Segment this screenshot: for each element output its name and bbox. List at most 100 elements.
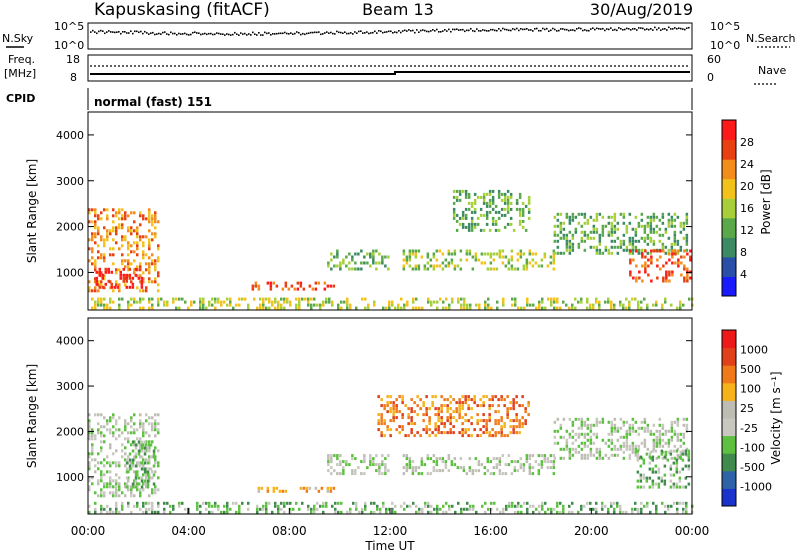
freq-label-line2: [MHz] (4, 67, 36, 80)
heatmap-cell (375, 463, 378, 467)
heatmap-cell (112, 262, 115, 266)
heatmap-cell (295, 303, 298, 307)
heatmap-cell (298, 507, 301, 511)
heatmap-cell (140, 449, 144, 453)
heatmap-cell (664, 453, 668, 457)
heatmap-cell (503, 207, 507, 211)
heatmap-cell (91, 306, 94, 310)
heatmap-cell (522, 267, 526, 271)
heatmap-cell (139, 211, 142, 215)
heatmap-cell (118, 286, 121, 290)
heatmap-cell (517, 501, 520, 505)
heatmap-cell (142, 422, 145, 426)
heatmap-cell (640, 510, 643, 514)
heatmap-cell (436, 507, 439, 511)
heatmap-cell (616, 251, 620, 255)
heatmap-cell (124, 235, 127, 239)
noise-point (686, 27, 688, 29)
heatmap-cell (571, 233, 575, 237)
heatmap-cell (151, 253, 154, 257)
heatmap-cell (386, 404, 389, 408)
heatmap-cell (226, 504, 229, 508)
heatmap-cell (401, 428, 404, 432)
heatmap-cell (682, 417, 686, 421)
heatmap-cell (458, 198, 462, 202)
heatmap-cell (415, 306, 418, 310)
heatmap-cell (380, 434, 383, 438)
heatmap-cell (97, 283, 100, 287)
heatmap-cell (91, 297, 94, 301)
heatmap-cell (610, 215, 614, 219)
heatmap-cell (619, 303, 622, 307)
heatmap-cell (134, 455, 138, 459)
heatmap-cell (516, 460, 520, 464)
noise-point (484, 29, 486, 32)
heatmap-cell (140, 285, 144, 289)
heatmap-cell (631, 510, 634, 514)
noise-point (368, 32, 370, 35)
noise-point (634, 28, 636, 30)
heatmap-cell (357, 252, 360, 256)
heatmap-cell (607, 507, 610, 511)
noise-point (348, 32, 350, 35)
colorbar-swatch (722, 198, 736, 219)
heatmap-cell (676, 435, 680, 439)
noise-point (150, 32, 152, 34)
heatmap-cell (441, 457, 445, 461)
heatmap-cell (562, 417, 566, 421)
heatmap-cell (641, 279, 644, 283)
noise-point (472, 30, 474, 32)
heatmap-cell (223, 510, 226, 514)
heatmap-cell (470, 204, 474, 208)
heatmap-cell (613, 501, 616, 505)
noise-point (126, 32, 128, 34)
heatmap-cell (589, 215, 593, 219)
heatmap-cell (658, 432, 662, 436)
heatmap-cell (447, 457, 451, 461)
heatmap-cell (447, 261, 451, 265)
heatmap-cell (562, 236, 566, 240)
noise-point (674, 27, 676, 29)
heatmap-cell (453, 249, 457, 253)
heatmap-cell (643, 420, 647, 424)
heatmap-cell (552, 261, 556, 265)
heatmap-cell (568, 218, 572, 222)
heatmap-cell (598, 236, 602, 240)
heatmap-cell (134, 473, 138, 477)
heatmap-cell (130, 443, 133, 447)
heatmap-cell (100, 434, 103, 438)
heatmap-cell (139, 464, 142, 468)
heatmap-cell (453, 252, 457, 256)
heatmap-cell (109, 476, 112, 480)
heatmap-cell (389, 407, 392, 411)
heatmap-cell (310, 297, 313, 301)
heatmap-cell (642, 476, 646, 480)
heatmap-cell (634, 233, 638, 237)
heatmap-cell (494, 410, 497, 414)
heatmap-cell (637, 306, 640, 310)
heatmap-cell (497, 410, 500, 414)
heatmap-cell (211, 510, 214, 514)
heatmap-cell (196, 501, 199, 505)
heatmap-cell (556, 218, 560, 222)
heatmap-cell (148, 434, 151, 438)
heatmap-cell (589, 438, 593, 442)
heatmap-cell (298, 303, 301, 307)
heatmap-cell (462, 466, 466, 470)
heatmap-cell (127, 303, 130, 307)
heatmap-cell (420, 457, 424, 461)
heatmap-cell (413, 434, 416, 438)
heatmap-cell (386, 395, 389, 399)
heatmap-cell (467, 407, 470, 411)
heatmap-cell (103, 491, 106, 495)
noise-point (568, 29, 570, 32)
noise-point (186, 33, 188, 36)
heatmap-cell (142, 464, 145, 468)
heatmap-cell (157, 510, 160, 514)
heatmap-cell (296, 281, 300, 285)
heatmap-cell (640, 420, 644, 424)
heatmap-cell (598, 303, 601, 307)
noise-point (124, 31, 126, 33)
heatmap-cell (598, 251, 602, 255)
heatmap-cell (583, 435, 587, 439)
